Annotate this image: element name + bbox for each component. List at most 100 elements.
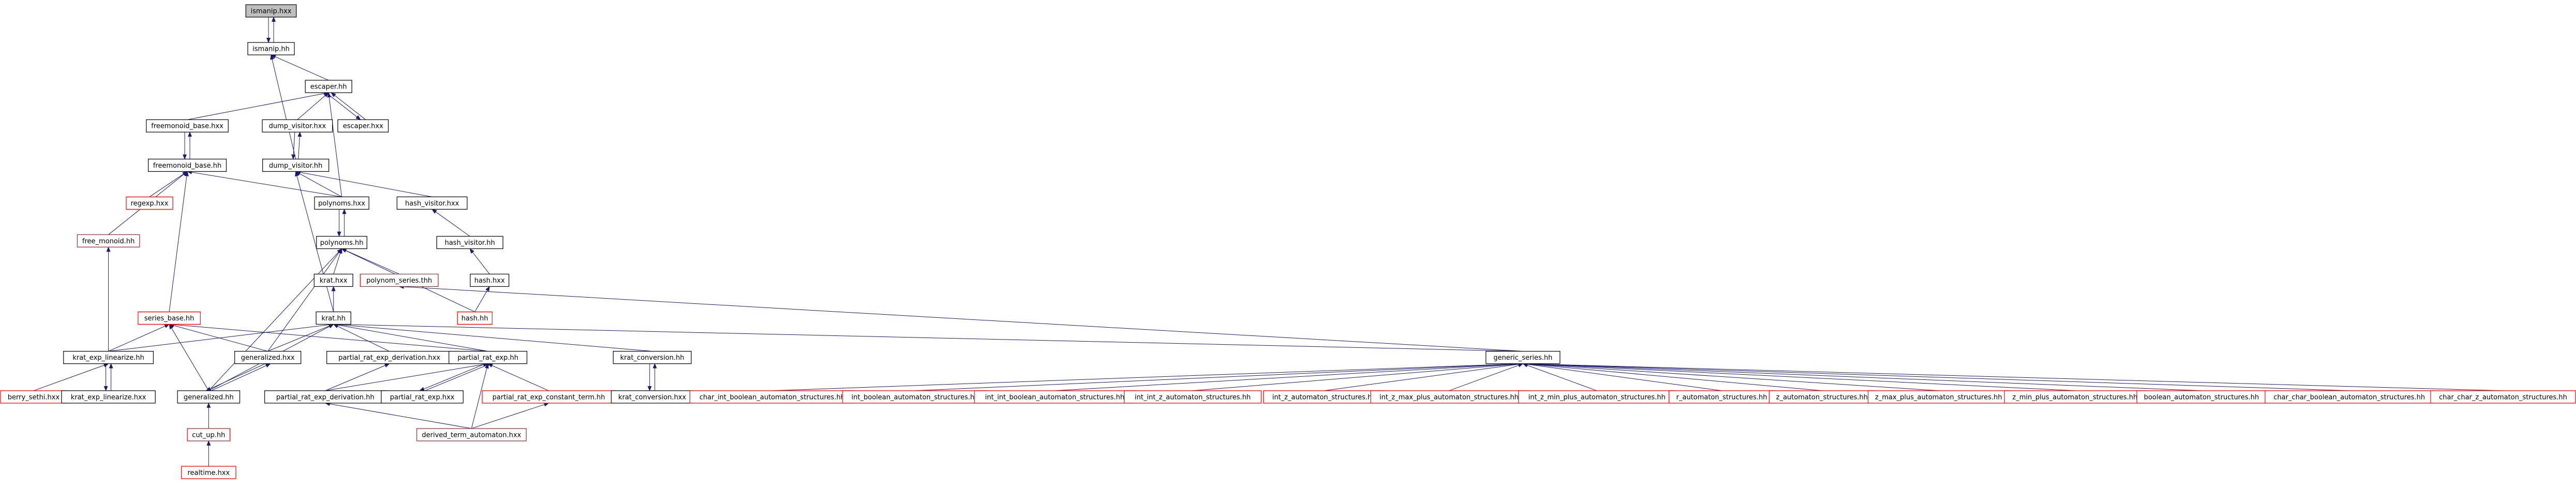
node-label[interactable]: int_z_max_plus_automaton_structures.hh (1380, 393, 1519, 401)
node-box[interactable] (262, 158, 330, 172)
node-box[interactable] (63, 351, 154, 364)
node-label[interactable]: polynoms.hh (320, 239, 364, 247)
node-box[interactable] (612, 351, 692, 364)
node-box[interactable] (187, 428, 231, 442)
node-label[interactable]: ismanip.hh (252, 46, 290, 53)
node-box[interactable] (396, 196, 468, 210)
node-box[interactable] (61, 390, 156, 404)
node-label[interactable]: int_int_z_automaton_structures.hh (1135, 393, 1251, 401)
node-label[interactable]: int_boolean_automaton_structures.hh (851, 393, 979, 401)
node-box[interactable] (611, 390, 694, 404)
node-box[interactable] (436, 236, 503, 249)
node-label[interactable]: int_z_automaton_structures.hh (1272, 393, 1376, 401)
node-label[interactable]: hash_visitor.hh (445, 239, 495, 247)
edge (325, 362, 489, 391)
node-label[interactable]: krat_conversion.hxx (618, 393, 686, 401)
node-label[interactable]: krat.hh (321, 315, 346, 322)
node-box[interactable] (1668, 390, 1775, 404)
node-box[interactable] (974, 390, 1135, 404)
node-box[interactable] (1867, 390, 2010, 404)
node-label[interactable]: partial_rat_exp_derivation.hh (276, 393, 375, 401)
node-label[interactable]: generalized.hxx (241, 354, 295, 362)
node-label[interactable]: polynoms.hxx (318, 200, 365, 208)
node-box[interactable] (1485, 351, 1561, 364)
node-box[interactable] (690, 390, 855, 404)
node-label[interactable]: z_max_plus_automaton_structures.hh (1875, 393, 2002, 401)
node-box[interactable] (316, 236, 368, 249)
node-label[interactable]: freemonoid_base.hh (153, 162, 221, 170)
node-label[interactable]: z_min_plus_automaton_structures.hh (2012, 393, 2137, 401)
node-label[interactable]: ismanip.hxx (251, 8, 292, 16)
node-label[interactable]: realtime.hxx (187, 469, 230, 477)
node-box[interactable] (262, 119, 333, 133)
node-label[interactable]: escaper.hh (310, 83, 347, 91)
node-label[interactable]: boolean_automaton_structures.hh (2144, 393, 2259, 401)
node-label[interactable]: dump_visitor.hh (269, 162, 322, 170)
node-label[interactable]: krat.hxx (320, 277, 348, 285)
node-label[interactable]: hash.hxx (474, 277, 505, 285)
node-box[interactable] (305, 80, 352, 93)
node-box[interactable] (1124, 390, 1262, 404)
node-box[interactable] (138, 311, 201, 325)
node-box[interactable] (2004, 390, 2146, 404)
node-box[interactable] (842, 390, 988, 404)
node-label[interactable]: krat_exp_linearize.hxx (71, 393, 146, 401)
edge (325, 92, 361, 120)
node-label[interactable]: free_monoid.hh (82, 238, 134, 245)
node-box[interactable] (337, 119, 389, 133)
node-box[interactable] (313, 273, 353, 287)
node-box[interactable] (146, 119, 229, 133)
node-box[interactable] (326, 351, 453, 364)
node-label[interactable]: partial_rat_exp_derivation.hxx (338, 354, 440, 362)
node-label[interactable]: int_int_boolean_automaton_structures.hh (985, 393, 1124, 401)
node-box[interactable] (126, 196, 173, 210)
node-box[interactable] (2265, 390, 2434, 404)
node-box[interactable] (457, 311, 493, 325)
node-label[interactable]: regexp.hxx (131, 200, 169, 208)
node-label[interactable]: polynom_series.thh (366, 277, 432, 285)
node-box[interactable] (381, 390, 464, 404)
node-box[interactable] (264, 390, 386, 404)
node-label[interactable]: char_char_boolean_automaton_structures.h… (2273, 393, 2425, 401)
node-box[interactable] (448, 351, 528, 364)
node-box[interactable] (177, 390, 241, 404)
node-label[interactable]: krat_exp_linearize.hh (72, 354, 144, 362)
node-label[interactable]: char_int_boolean_automaton_structures.hh (699, 393, 845, 401)
node-box[interactable] (416, 428, 527, 442)
node-label[interactable]: krat_conversion.hh (620, 354, 684, 362)
node-box[interactable] (245, 4, 297, 18)
node-box[interactable] (0, 390, 67, 404)
node-label[interactable]: berry_sethi.hxx (8, 393, 60, 401)
node-box[interactable] (316, 311, 351, 325)
node-label[interactable]: derived_term_automaton.hxx (422, 431, 521, 439)
edge (425, 363, 491, 391)
node-label[interactable]: hash_visitor.hxx (405, 200, 459, 208)
node-box[interactable] (1370, 390, 1528, 404)
node-label[interactable]: partial_rat_exp_constant_term.hh (492, 393, 605, 401)
node-box[interactable] (2430, 390, 2576, 404)
node-label[interactable]: z_automaton_structures.hh (1776, 393, 1868, 401)
node-label[interactable]: int_z_min_plus_automaton_structures.hh (1528, 393, 1665, 401)
node-box[interactable] (314, 196, 369, 210)
node-box[interactable] (470, 273, 510, 287)
node-label[interactable]: escaper.hxx (343, 123, 383, 130)
node-box[interactable] (360, 273, 439, 287)
node-label[interactable]: cut_up.hh (192, 431, 225, 439)
node-label[interactable]: partial_rat_exp.hh (457, 354, 518, 362)
node-box[interactable] (247, 42, 295, 55)
node-label[interactable]: generic_series.hh (1493, 354, 1552, 362)
node-label[interactable]: dump_visitor.hxx (269, 123, 326, 130)
node-label[interactable]: char_char_z_automaton_structures.hh (2439, 393, 2567, 401)
node-label[interactable]: partial_rat_exp.hxx (390, 393, 455, 401)
node-label[interactable]: series_base.hh (144, 315, 194, 322)
node-label[interactable]: generalized.hh (184, 393, 234, 401)
node-box[interactable] (77, 234, 140, 247)
node-label[interactable]: freemonoid_base.hxx (151, 123, 223, 130)
node-box[interactable] (181, 466, 236, 479)
node-label[interactable]: r_automaton_structures.hh (1676, 393, 1768, 401)
node-box[interactable] (148, 158, 227, 172)
edge (333, 324, 390, 352)
node-label[interactable]: hash.hh (461, 315, 488, 322)
edge (325, 363, 390, 391)
node-box[interactable] (234, 351, 302, 364)
